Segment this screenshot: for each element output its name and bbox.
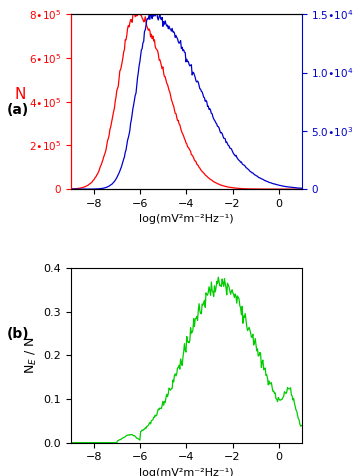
- Text: (b): (b): [7, 327, 30, 341]
- Y-axis label: N$_E$ / N: N$_E$ / N: [24, 337, 39, 374]
- X-axis label: log(mV²m⁻²Hz⁻¹): log(mV²m⁻²Hz⁻¹): [139, 214, 234, 224]
- X-axis label: log(mV²m⁻²Hz⁻¹): log(mV²m⁻²Hz⁻¹): [139, 468, 234, 476]
- Y-axis label: N: N: [15, 87, 26, 102]
- Text: (a): (a): [7, 103, 29, 117]
